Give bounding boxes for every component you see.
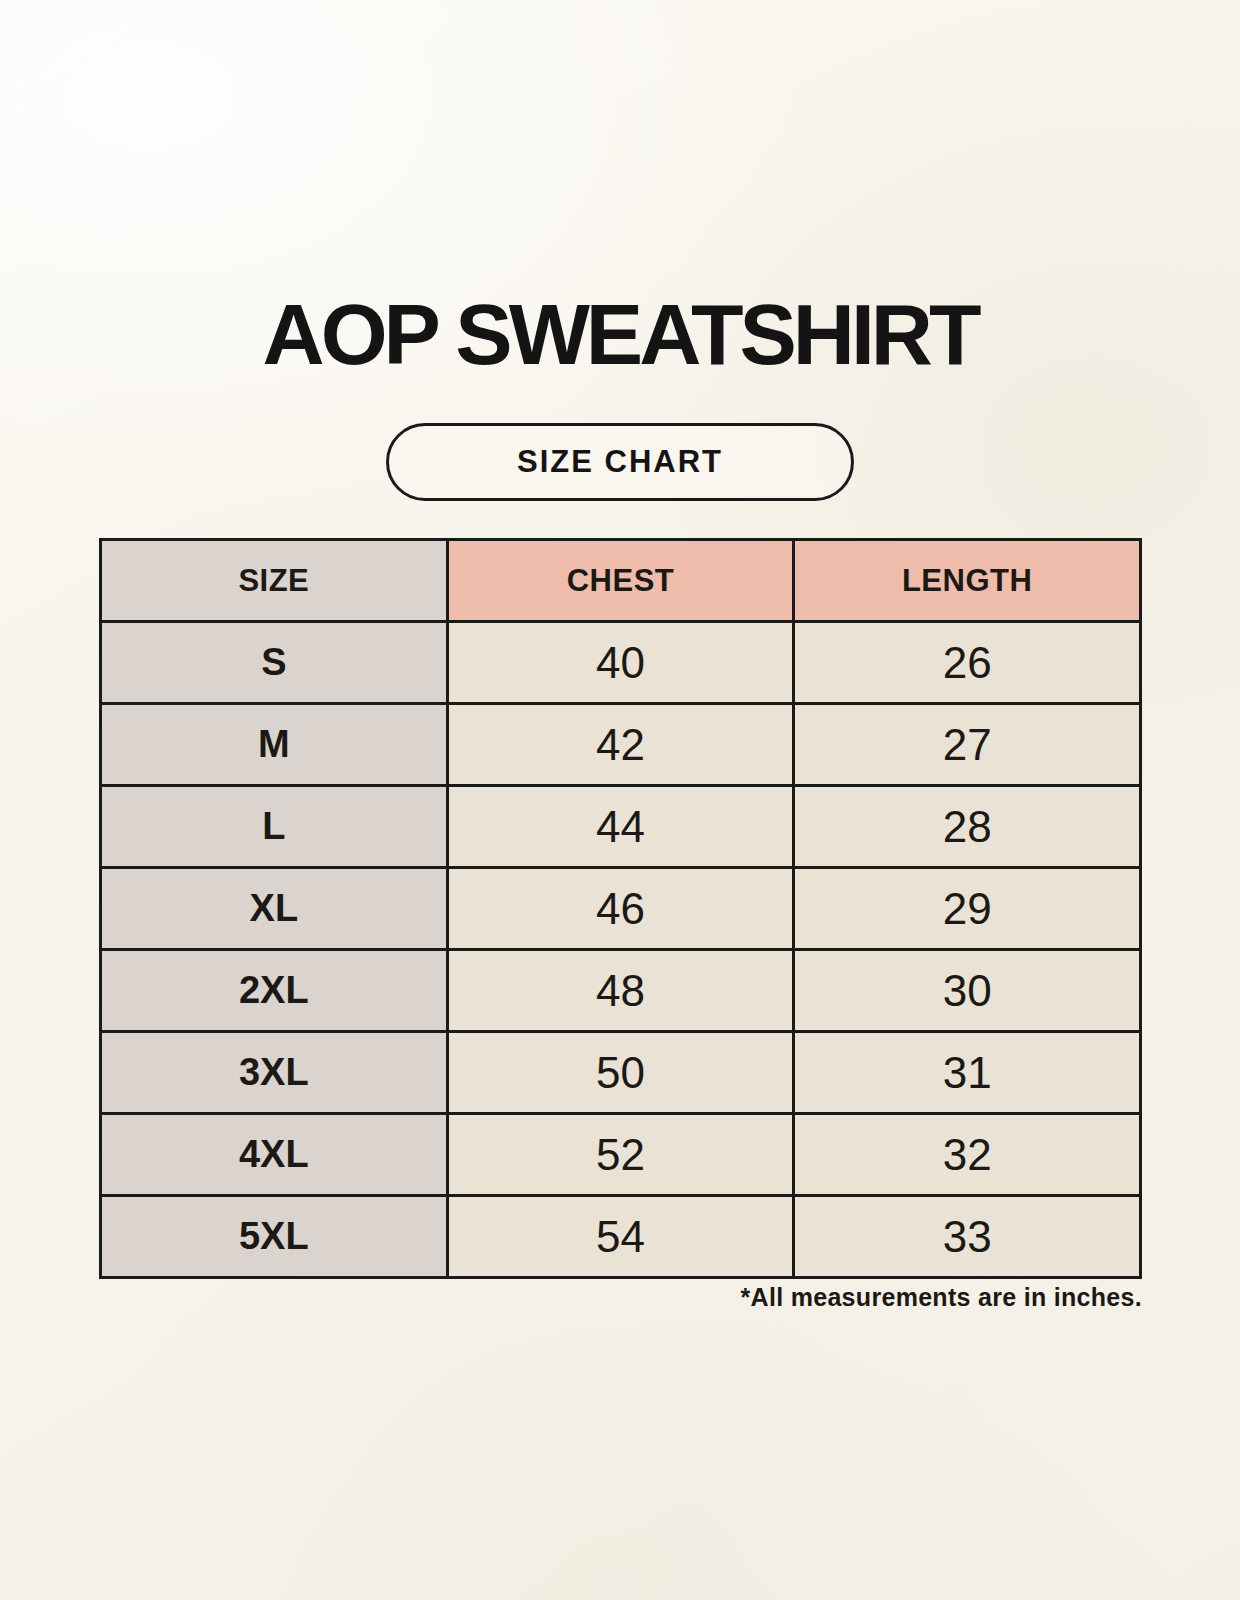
length-cell: 31 [794, 1032, 1141, 1114]
column-header-length: LENGTH [794, 540, 1141, 622]
size-cell: 4XL [101, 1114, 448, 1196]
size-table: SIZE CHEST LENGTH S4026M4227L4428XL46292… [99, 538, 1142, 1279]
length-cell: 27 [794, 704, 1141, 786]
size-cell: 2XL [101, 950, 448, 1032]
table-row: 5XL5433 [101, 1196, 1141, 1278]
table-row: S4026 [101, 622, 1141, 704]
chest-cell: 40 [447, 622, 794, 704]
size-chart-badge-label: SIZE CHART [517, 444, 723, 480]
size-cell: L [101, 786, 448, 868]
chest-cell: 50 [447, 1032, 794, 1114]
chest-cell: 52 [447, 1114, 794, 1196]
size-cell: S [101, 622, 448, 704]
page-title: AOP SWEATSHIRT [0, 290, 1240, 378]
table-row: M4227 [101, 704, 1141, 786]
table-header-row: SIZE CHEST LENGTH [101, 540, 1141, 622]
size-cell: 5XL [101, 1196, 448, 1278]
table-row: 4XL5232 [101, 1114, 1141, 1196]
length-cell: 32 [794, 1114, 1141, 1196]
chest-cell: 48 [447, 950, 794, 1032]
chest-cell: 44 [447, 786, 794, 868]
length-cell: 26 [794, 622, 1141, 704]
length-cell: 33 [794, 1196, 1141, 1278]
chest-cell: 54 [447, 1196, 794, 1278]
length-cell: 29 [794, 868, 1141, 950]
column-header-chest: CHEST [447, 540, 794, 622]
column-header-size: SIZE [101, 540, 448, 622]
table-row: 2XL4830 [101, 950, 1141, 1032]
table-row: L4428 [101, 786, 1141, 868]
length-cell: 28 [794, 786, 1141, 868]
length-cell: 30 [794, 950, 1141, 1032]
size-cell: 3XL [101, 1032, 448, 1114]
size-table-body: S4026M4227L4428XL46292XL48303XL50314XL52… [101, 622, 1141, 1278]
table-row: 3XL5031 [101, 1032, 1141, 1114]
size-cell: M [101, 704, 448, 786]
chest-cell: 42 [447, 704, 794, 786]
size-cell: XL [101, 868, 448, 950]
chest-cell: 46 [447, 868, 794, 950]
measurements-footnote: *All measurements are in inches. [741, 1283, 1142, 1312]
table-row: XL4629 [101, 868, 1141, 950]
size-chart-badge: SIZE CHART [386, 423, 854, 501]
